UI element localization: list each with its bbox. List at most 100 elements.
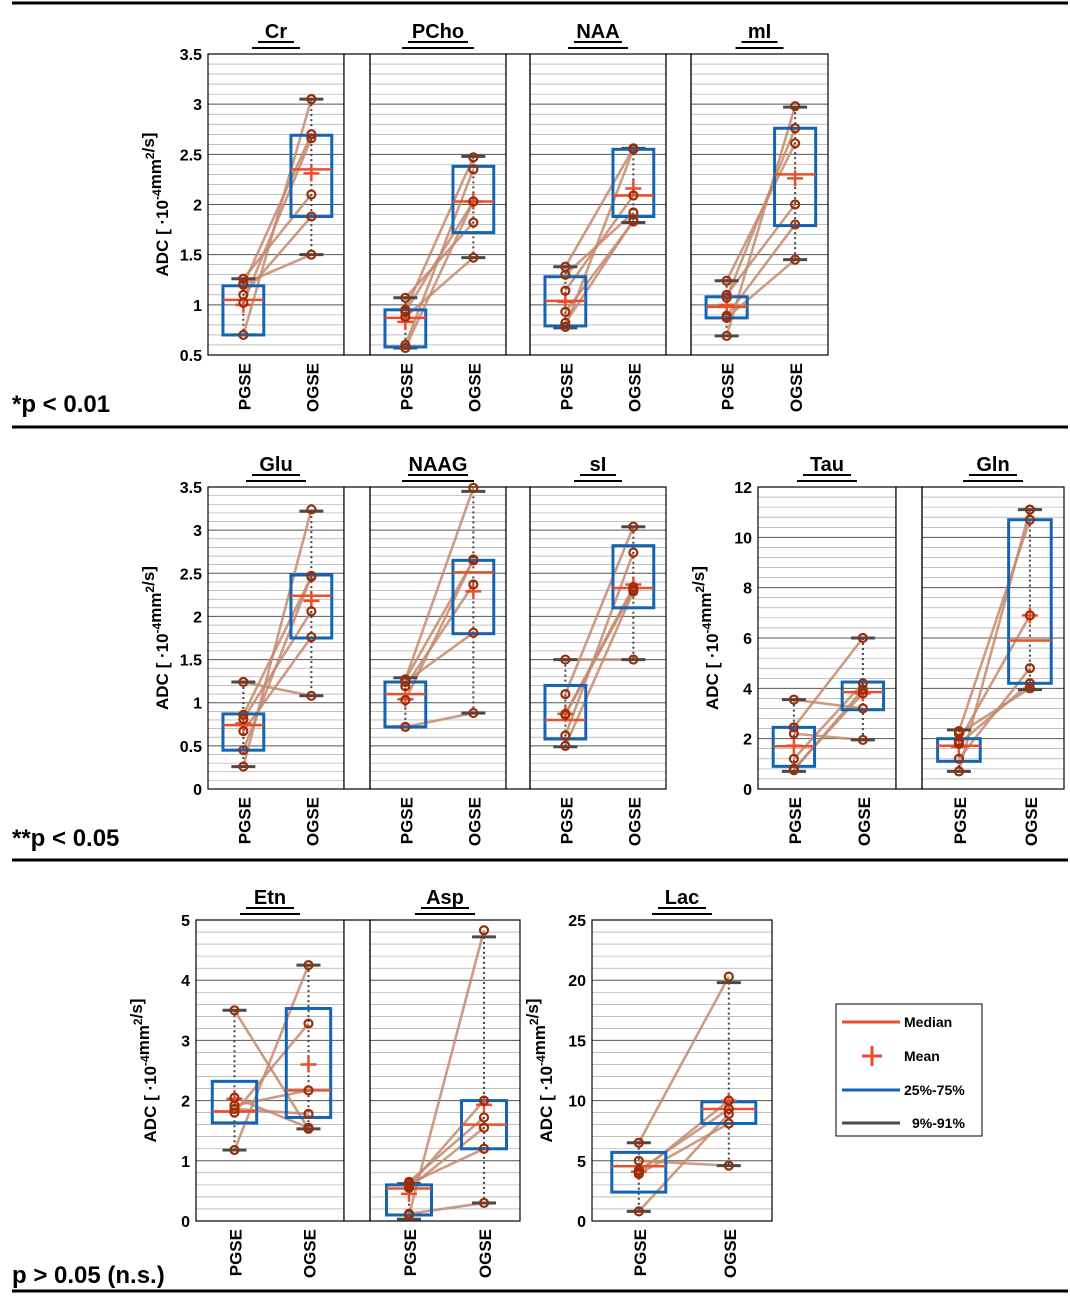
x-category-label: OGSE: [1022, 797, 1041, 846]
x-category-label: OGSE: [855, 797, 874, 846]
subject-line: [564, 219, 635, 324]
x-category-label: OGSE: [721, 1229, 740, 1278]
y-tick-label: 0: [743, 782, 752, 799]
y-tick-label: 3: [193, 523, 202, 540]
y-tick-label: 1: [193, 696, 202, 713]
box-ogse: [1007, 504, 1053, 694]
data-point: [560, 688, 571, 700]
data-point: [306, 571, 317, 582]
data-point: [478, 1095, 490, 1106]
data-point: [633, 1155, 644, 1166]
data-point: [468, 707, 479, 719]
data-point: [788, 694, 799, 705]
panel-mi: mI PGSE OGSE: [690, 21, 829, 412]
data-point: [400, 292, 411, 303]
x-category-label: OGSE: [465, 797, 484, 846]
data-point: [790, 123, 801, 134]
panel-gap: [505, 53, 531, 356]
data-point: [229, 1103, 240, 1115]
subject-line: [242, 215, 313, 296]
data-point: [306, 94, 317, 105]
data-point: [857, 688, 868, 699]
iqr-box: [451, 558, 496, 636]
y-tick-label: 3: [181, 1033, 190, 1050]
data-point: [229, 1092, 240, 1103]
x-category-label: OGSE: [476, 1229, 495, 1278]
data-point: [1024, 514, 1036, 525]
y-tick-label: 20: [568, 973, 586, 990]
x-category-label: PGSE: [719, 363, 738, 410]
data-point: [721, 330, 732, 342]
data-point: [478, 1112, 490, 1123]
data-point: [633, 1137, 644, 1148]
box-pgse: [543, 261, 588, 333]
data-point: [857, 703, 868, 714]
panel-title: Gln: [976, 454, 1009, 476]
chart-panels: 0.5 1 1.5 2 2.5 3 3.5 Cr ADC [ ·10-4mm2/s] PGSE OG…: [127, 21, 1065, 1278]
box-pgse: [771, 694, 817, 776]
y-tick-label: 0: [193, 782, 202, 799]
subject-line: [407, 929, 486, 1216]
data-point: [468, 627, 479, 638]
box-pgse: [610, 1137, 668, 1217]
data-point: [1024, 678, 1036, 689]
data-point: [468, 555, 479, 566]
panel-gap: [895, 486, 923, 790]
box-ogse: [611, 521, 656, 665]
data-point: [857, 632, 868, 644]
panel-tau: 0 2 4 6 8 10 12 Tau ADC [ ·10-4mm2/s] PGSE OGSE: [689, 454, 923, 846]
x-category-label: PGSE: [557, 797, 576, 844]
data-point: [306, 129, 317, 140]
x-category-label: OGSE: [625, 797, 644, 846]
data-point: [303, 1108, 314, 1119]
subject-line: [404, 256, 475, 318]
y-tick-label: 10: [568, 1094, 586, 1111]
data-point: [723, 1118, 734, 1129]
data-point: [303, 1018, 314, 1029]
panel-gap: [505, 486, 531, 790]
subject-line: [637, 1099, 730, 1174]
panel-frame: [690, 53, 829, 356]
data-point: [306, 211, 317, 222]
x-category-label: PGSE: [397, 363, 416, 410]
data-point: [953, 766, 965, 777]
data-point: [400, 674, 411, 685]
subject-line: [564, 586, 635, 715]
x-category-label: PGSE: [401, 1229, 420, 1276]
box-ogse: [451, 482, 496, 719]
subject-line: [725, 223, 797, 317]
panel-pcho: PCho PGSE OGSE: [369, 21, 531, 412]
y-tick-label: 2: [193, 198, 202, 215]
iqr-box: [773, 126, 818, 228]
x-category-label: PGSE: [397, 797, 416, 844]
legend-mean-label: Mean: [904, 1048, 940, 1064]
x-category-label: OGSE: [300, 1229, 319, 1278]
panel-title: Etn: [254, 887, 286, 909]
subject-line: [957, 519, 1032, 732]
data-point: [788, 753, 799, 764]
legend-whisker-label: 9%-91%: [912, 1115, 965, 1131]
significance-label-3: p > 0.05 (n.s.): [12, 1262, 165, 1289]
data-point: [468, 482, 479, 493]
subject-line: [564, 552, 635, 736]
box-pgse: [383, 292, 428, 354]
subject-line: [408, 1201, 485, 1216]
y-tick-label: 1: [193, 298, 202, 315]
box-ogse: [700, 971, 758, 1171]
subject-line: [792, 688, 864, 771]
data-point: [306, 690, 317, 701]
data-point: [238, 726, 249, 737]
y-axis-label: ADC [ ·10-4mm2/s]: [139, 566, 172, 710]
data-point: [303, 1085, 314, 1096]
iqr-box: [210, 1079, 259, 1125]
data-point: [468, 152, 479, 163]
data-point: [628, 654, 639, 665]
y-tick-label: 0: [577, 1214, 586, 1231]
box-pgse: [221, 273, 266, 341]
data-point: [633, 1206, 644, 1217]
data-point: [400, 339, 411, 351]
subject-line: [404, 221, 475, 299]
panel-cr: 0.5 1 1.5 2 2.5 3 3.5 Cr ADC [ ·10-4mm2/s] PGSE OG…: [139, 21, 371, 412]
data-point: [238, 761, 249, 772]
y-tick-label: 8: [743, 581, 752, 598]
